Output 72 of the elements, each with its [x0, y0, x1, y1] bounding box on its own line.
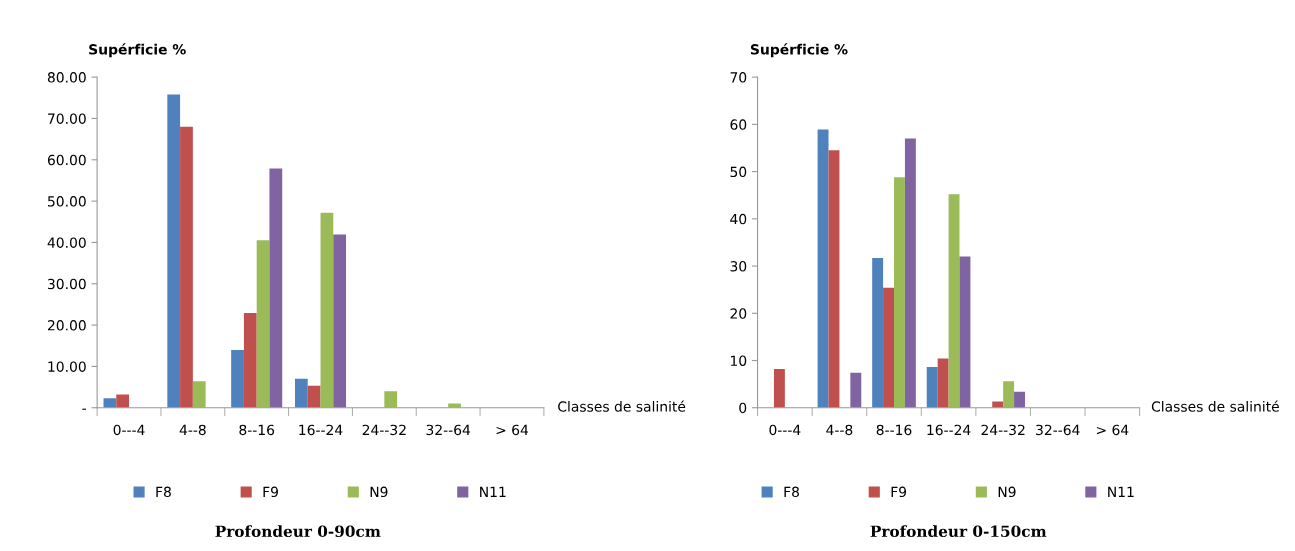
x-tick-label: 0---4 — [769, 424, 801, 436]
y-tick-label: 10 — [731, 355, 747, 366]
x-axis-title: Classes de salinité — [1151, 400, 1279, 412]
bar — [904, 138, 916, 408]
x-tick-label: 24--32 — [981, 424, 1025, 436]
bar — [872, 258, 884, 408]
bar — [307, 385, 321, 408]
y-tick-label: 40.00 — [47, 237, 86, 248]
x-tick-label: > 64 — [1096, 424, 1129, 436]
y-tick-label: 70 — [730, 72, 747, 83]
bar — [773, 369, 785, 408]
x-tick-label: 32--64 — [426, 424, 471, 436]
legend-label: F8 — [784, 486, 799, 498]
x-tick-label: 0---4 — [113, 424, 145, 436]
y-tick-label: 50.00 — [48, 196, 86, 207]
bar — [116, 394, 130, 408]
x-tick-label: 4--8 — [179, 424, 206, 436]
y-tick-label: 50 — [730, 166, 747, 178]
y-tick-label: - — [82, 408, 87, 410]
y-tick-label: 10.00 — [48, 361, 86, 372]
legend-label: N11 — [1108, 486, 1134, 497]
y-axis-title: Supérficie % — [750, 43, 848, 58]
legend-label: N9 — [998, 486, 1016, 498]
bar — [243, 313, 257, 408]
bar — [192, 381, 206, 408]
x-tick-label: 24--32 — [362, 424, 406, 436]
x-tick-label: > 64 — [496, 424, 529, 436]
bar — [817, 129, 829, 408]
text: Profondeur 0-90cm — [215, 525, 381, 538]
bar — [937, 358, 949, 408]
bar — [883, 287, 895, 408]
x-tick-label: 8--16 — [876, 424, 912, 436]
y-tick-label: 60.00 — [47, 154, 86, 166]
x-tick-label: 16--24 — [299, 424, 343, 436]
bar — [180, 126, 193, 408]
bar — [850, 372, 862, 408]
y-tick-label: 30.00 — [48, 278, 86, 290]
legend-label: F9 — [891, 486, 907, 498]
bar — [167, 94, 181, 408]
bar — [948, 194, 960, 408]
bar — [231, 349, 244, 408]
x-tick-label: 8--16 — [239, 424, 275, 436]
legend-label: N9 — [370, 486, 388, 498]
y-tick-label: 20 — [730, 308, 747, 319]
text: Profondeur 0-150cm — [870, 525, 1047, 538]
bar — [1003, 381, 1015, 408]
legend-label: N11 — [480, 486, 506, 497]
y-tick-label: 20.00 — [47, 320, 86, 331]
bar — [926, 367, 938, 408]
y-tick-label: 30 — [730, 261, 747, 272]
bar — [269, 168, 283, 408]
bar — [294, 378, 308, 408]
x-tick-label: 4--8 — [826, 424, 853, 436]
x-tick-label: 32--64 — [1036, 424, 1080, 436]
y-tick-label: 60 — [730, 119, 747, 130]
y-tick-label: 70.00 — [48, 113, 86, 124]
legend-label: F8 — [156, 486, 171, 498]
x-tick-label: 16--24 — [927, 424, 971, 436]
bar — [384, 391, 398, 408]
bar — [256, 240, 270, 408]
bar — [828, 150, 840, 408]
y-axis-title: Supérficie % — [89, 43, 186, 58]
bar — [333, 234, 347, 408]
bar — [959, 256, 971, 408]
legend-label: F9 — [263, 486, 278, 498]
y-tick-label: 40 — [730, 213, 747, 225]
y-tick-label: 0 — [739, 402, 747, 414]
y-tick-label: 80.00 — [47, 72, 86, 83]
bar — [320, 212, 334, 408]
bar — [1014, 391, 1025, 408]
x-axis-title: Classes de salinité — [558, 400, 686, 412]
bar — [894, 177, 905, 408]
